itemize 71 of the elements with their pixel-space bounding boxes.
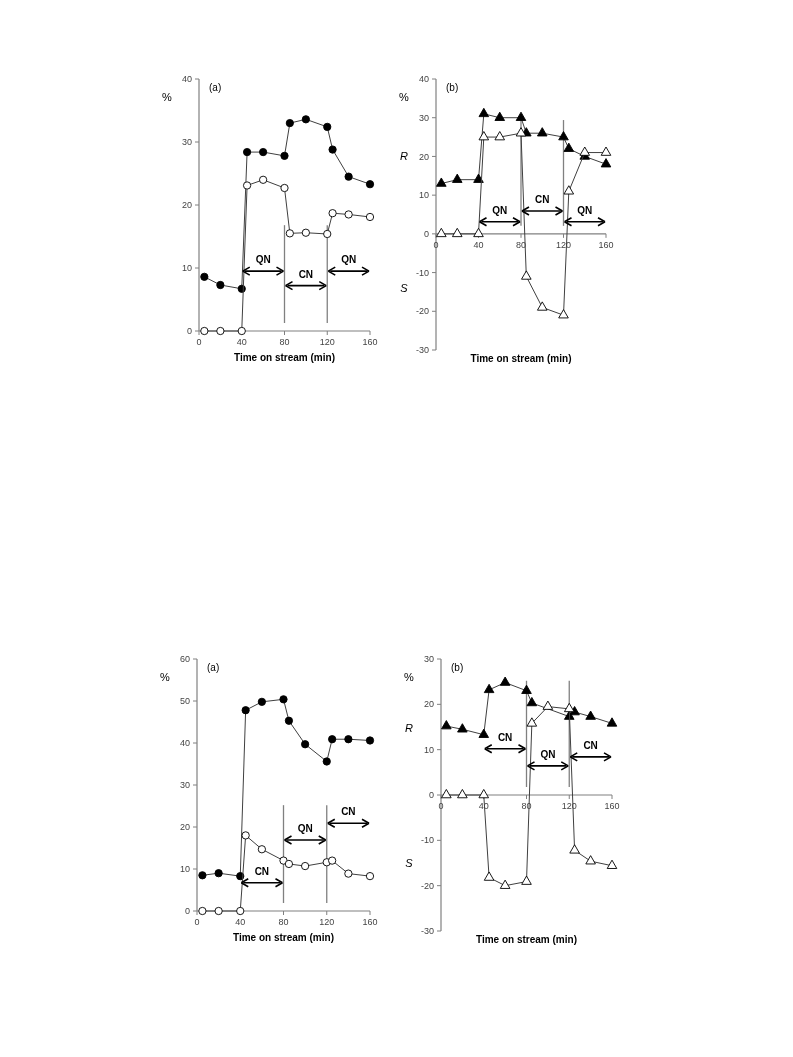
- x-axis-title: Time on stream (min): [476, 934, 577, 945]
- y-tick-label: 40: [418, 74, 429, 85]
- y-tick-label: 30: [181, 137, 192, 148]
- x-tick-label: 40: [236, 337, 247, 347]
- annotation: (a): [209, 82, 222, 93]
- x-tick-label: 80: [279, 337, 290, 347]
- x-tick-label: 0: [196, 337, 202, 347]
- y-tick-label: 20: [179, 822, 190, 833]
- y-tick-label: 40: [179, 738, 190, 749]
- y-tick-label: -20: [415, 306, 429, 317]
- x-tick-label: 80: [278, 917, 289, 927]
- annotation: QN: [297, 822, 313, 834]
- x-tick-label: 160: [598, 239, 614, 250]
- y-tick-label: -30: [415, 345, 429, 356]
- x-tick-label: 160: [362, 337, 378, 347]
- y-tick-label: 50: [179, 696, 190, 707]
- annotation: QN: [255, 254, 271, 266]
- x-tick-label: 0: [194, 917, 200, 927]
- y-axis-title: %: [160, 671, 171, 683]
- text: R: [400, 150, 409, 163]
- x-tick-label: 160: [362, 917, 378, 927]
- x-tick-label: 120: [319, 337, 335, 347]
- y-tick-label: 20: [423, 699, 434, 710]
- y-tick-label: 30: [179, 780, 190, 791]
- x-tick-label: 40: [235, 917, 246, 927]
- annotation: (b): [446, 82, 459, 93]
- annotation: CN: [298, 268, 314, 280]
- y-axis-title: %: [404, 671, 415, 683]
- annotation: CN: [497, 731, 513, 743]
- annotation: QN: [577, 204, 593, 216]
- y-tick-label: 40: [181, 74, 192, 85]
- y-tick-label: 30: [418, 112, 429, 123]
- y-tick-label: 10: [423, 744, 434, 755]
- y-tick-label: -10: [420, 835, 434, 846]
- y-tick-label: 10: [179, 864, 190, 875]
- y-tick-label: 60: [179, 654, 190, 665]
- x-axis-title: Time on stream (min): [234, 352, 335, 363]
- annotation: QN: [540, 748, 556, 760]
- text: S: [405, 856, 414, 869]
- x-tick-label: 0: [438, 801, 444, 811]
- x-tick-label: 80: [521, 801, 532, 811]
- x-tick-label: 120: [319, 917, 335, 927]
- y-tick-label: -10: [415, 267, 429, 278]
- y-tick-label: 0: [184, 906, 190, 917]
- annotation: QN: [492, 204, 508, 216]
- annotation: CN: [583, 739, 598, 751]
- x-tick-label: 160: [604, 801, 620, 811]
- text: S: [400, 281, 409, 294]
- annotation: QN: [341, 254, 357, 266]
- y-tick-label: 0: [186, 326, 192, 337]
- y-tick-label: -20: [420, 880, 434, 891]
- y-tick-label: 20: [181, 200, 192, 211]
- x-tick-label: 40: [473, 239, 484, 250]
- y-tick-label: 20: [418, 151, 429, 162]
- y-axis-title: %: [399, 91, 410, 103]
- y-tick-label: 0: [428, 790, 434, 801]
- annotation: CN: [254, 865, 270, 877]
- annotation: (b): [451, 662, 464, 673]
- y-tick-label: -30: [420, 926, 434, 937]
- y-tick-label: 30: [423, 654, 434, 665]
- y-tick-label: 0: [423, 229, 429, 240]
- annotation: CN: [341, 806, 356, 818]
- y-tick-label: 10: [418, 190, 429, 201]
- x-tick-label: 120: [561, 801, 577, 811]
- y-tick-label: 10: [181, 263, 192, 274]
- x-axis-title: Time on stream (min): [470, 353, 572, 364]
- annotation: CN: [535, 193, 550, 205]
- x-axis-title: Time on stream (min): [233, 932, 334, 943]
- y-axis-title: %: [162, 91, 173, 103]
- text: R: [405, 721, 414, 734]
- annotation: (a): [207, 662, 220, 673]
